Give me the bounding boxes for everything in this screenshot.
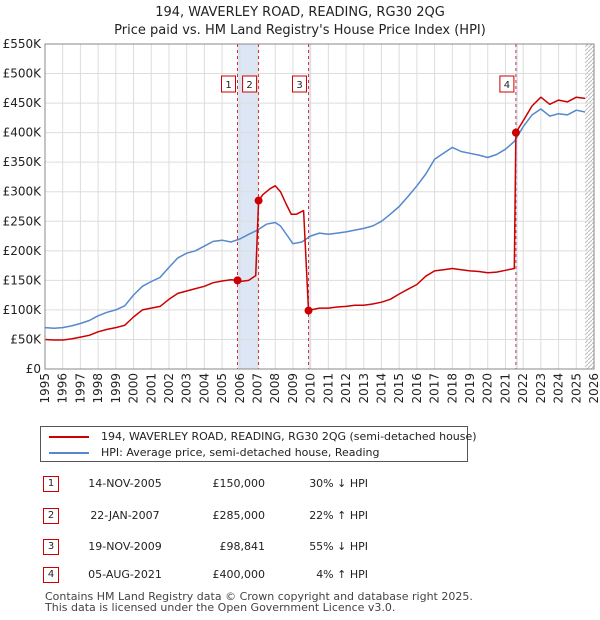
x-tick-label: 2005: [215, 373, 229, 404]
x-tick-label: 2011: [321, 373, 335, 404]
transaction-label-box: 2: [242, 75, 258, 93]
table-row: 4 05-AUG-2021 £400,000 4% ↑ HPI: [0, 565, 600, 585]
legend-label-property: 194, WAVERLEY ROAD, READING, RG30 2QG (s…: [101, 430, 477, 443]
transaction-date: 22-JAN-2007: [90, 509, 160, 522]
x-tick-label: 2003: [180, 373, 194, 404]
x-tick-label: 1997: [73, 373, 87, 404]
x-tick-label: 2013: [357, 373, 371, 404]
x-tick-label: 2019: [463, 373, 477, 404]
legend-swatch-property: [49, 436, 89, 438]
x-tick-label: 2018: [445, 373, 459, 404]
y-tick-label: £300K: [3, 185, 43, 199]
x-tick-label: 1996: [56, 373, 70, 404]
legend-label-hpi: HPI: Average price, semi-detached house,…: [101, 446, 380, 459]
transaction-point: [233, 276, 242, 285]
transaction-number: 1: [43, 476, 59, 492]
legend-swatch-hpi: [49, 452, 89, 454]
plot-frame: [44, 43, 595, 370]
transaction-number: 4: [43, 567, 59, 583]
transaction-label-frame: [242, 75, 258, 93]
transaction-hpi-diff: 4% ↑ HPI: [316, 568, 368, 581]
transaction-hpi-diff: 55% ↓ HPI: [309, 540, 368, 553]
chart-legend: 194, WAVERLEY ROAD, READING, RG30 2QG (s…: [40, 426, 477, 462]
transaction-price: £150,000: [212, 477, 266, 490]
x-tick-label: 2006: [233, 373, 247, 404]
y-tick-label: £500K: [3, 67, 43, 81]
transaction-label: 2: [246, 80, 252, 91]
transaction-date: 19-NOV-2009: [88, 540, 162, 553]
x-tick-label: 2024: [552, 373, 566, 404]
y-tick-label: £150K: [3, 273, 43, 287]
x-tick-label: 2022: [516, 373, 530, 404]
table-row: 1 14-NOV-2005 £150,000 30% ↓ HPI: [0, 474, 600, 494]
x-tick-label: 2017: [428, 373, 442, 404]
x-tick-label: 2012: [339, 373, 353, 404]
transaction-label: 1: [225, 80, 231, 91]
chart-title: 194, WAVERLEY ROAD, READING, RG30 2QG: [155, 5, 445, 20]
x-tick-label: 2025: [569, 373, 583, 404]
table-row: 2 22-JAN-2007 £285,000 22% ↑ HPI: [0, 506, 600, 526]
y-tick-label: £0: [26, 362, 41, 376]
x-tick-label: 1999: [109, 373, 123, 404]
transaction-label-box: 3: [292, 75, 308, 93]
highlight-band: [515, 44, 518, 369]
transaction-label-frame: [499, 75, 515, 93]
transaction-number: 3: [43, 539, 59, 555]
transaction-price: £400,000: [212, 568, 266, 581]
x-tick-label: 2021: [498, 373, 512, 404]
x-tick-label: 2008: [268, 373, 282, 404]
plot-area: [45, 44, 594, 369]
table-row: 3 19-NOV-2009 £98,841 55% ↓ HPI: [0, 537, 600, 557]
y-tick-label: £100K: [3, 303, 43, 317]
transaction-label: 4: [504, 80, 510, 91]
transaction-label-frame: [292, 75, 308, 93]
x-tick-label: 2023: [534, 373, 548, 404]
x-tick-label: 2004: [197, 373, 211, 404]
transaction-hpi-diff: 30% ↓ HPI: [309, 477, 368, 490]
transaction-point: [254, 196, 263, 205]
x-tick-label: 2010: [304, 373, 318, 404]
x-tick-label: 1998: [91, 373, 105, 404]
transaction-label-frame: [221, 75, 237, 93]
transaction-point: [304, 306, 313, 315]
x-tick-label: 2002: [162, 373, 176, 404]
transaction-number: 2: [43, 508, 59, 524]
x-tick-label: 2026: [587, 373, 600, 404]
y-tick-label: £200K: [3, 244, 43, 258]
x-tick-label: 2016: [410, 373, 424, 404]
transaction-label-box: 4: [499, 75, 515, 93]
y-tick-label: £250K: [3, 214, 43, 228]
highlight-band: [308, 44, 311, 369]
property-price-line: [44, 96, 586, 341]
transaction-price: £285,000: [212, 509, 266, 522]
y-tick-label: £550K: [3, 37, 43, 51]
y-tick-label: £350K: [3, 155, 43, 169]
price-chart: £0 £50K £100K £150K £200K £250K £300K £350K £400…: [3, 37, 600, 404]
highlight-band: [237, 44, 259, 369]
transaction-date: 14-NOV-2005: [88, 477, 162, 490]
x-tick-label: 2014: [374, 373, 388, 404]
y-tick-label: £50K: [10, 332, 42, 346]
y-tick-label: £400K: [3, 126, 43, 140]
transaction-label-box: 1: [221, 75, 237, 93]
footer-copyright: Contains HM Land Registry data © Crown c…: [45, 590, 473, 603]
chart-subtitle: Price paid vs. HM Land Registry's House …: [114, 23, 486, 38]
x-tick-label: 2015: [392, 373, 406, 404]
footer-license: This data is licensed under the Open Gov…: [45, 601, 396, 614]
transaction-label: 3: [296, 80, 302, 91]
y-tick-label: £450K: [3, 96, 43, 110]
transaction-hpi-diff: 22% ↑ HPI: [309, 509, 368, 522]
x-tick-label: 1995: [38, 373, 52, 404]
x-tick-label: 2020: [481, 373, 495, 404]
x-tick-label: 2001: [144, 373, 158, 404]
x-tick-label: 2007: [251, 373, 265, 404]
x-tick-label: 2009: [286, 373, 300, 404]
future-region: [585, 44, 594, 369]
transaction-point: [511, 128, 520, 137]
x-tick-label: 2000: [127, 373, 141, 404]
transaction-date: 05-AUG-2021: [88, 568, 162, 581]
transaction-price: £98,841: [219, 540, 266, 553]
hpi-line: [44, 108, 586, 329]
